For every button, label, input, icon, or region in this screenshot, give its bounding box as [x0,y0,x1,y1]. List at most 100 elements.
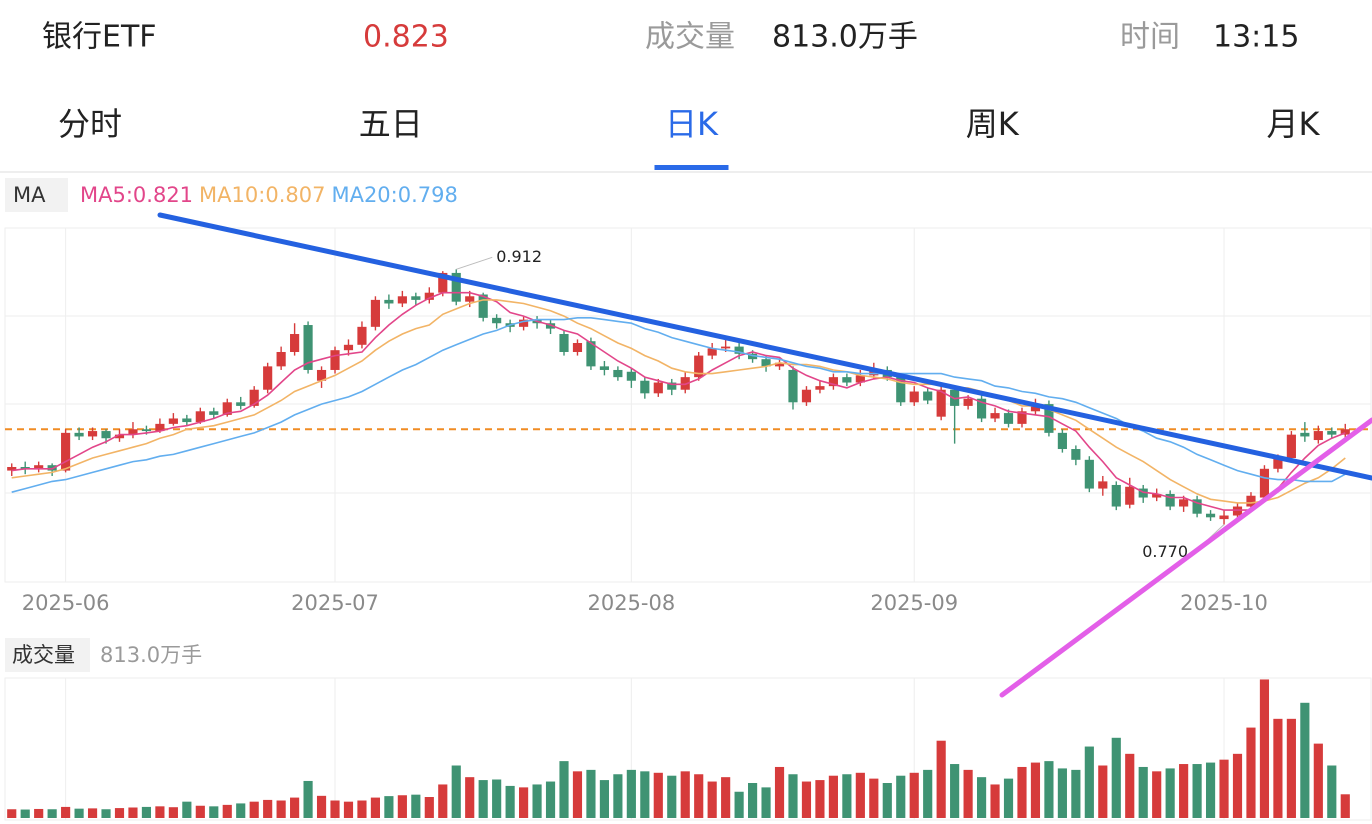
candle-body [384,299,394,304]
candle-body [1044,404,1054,433]
candle-body [559,334,569,352]
time-label: 时间 [1120,20,1180,55]
candle-body [263,366,273,390]
volume-bar [1327,765,1337,818]
candle-body [141,429,152,432]
candle-body [842,377,852,383]
volume-bar [330,800,340,818]
plot-frame [4,227,1372,583]
volume-bar [990,784,1000,818]
volume-bar [478,780,488,818]
x-tick-label: 2025-08 [587,591,675,615]
candle-body [397,296,407,304]
candle-body [61,432,71,471]
tab[interactable]: 日K [665,105,719,143]
volume-bar [182,801,192,818]
volume-bar [1044,761,1054,818]
time: 13:15 [1213,20,1299,55]
candle-body [936,389,946,417]
volume-bar [222,804,232,818]
candle-body [168,418,178,424]
candle-body [343,344,354,351]
volume-bar [141,806,152,818]
tab[interactable]: 月K [1267,105,1321,143]
candle-body [411,296,421,300]
volume-bar [694,774,704,818]
volume-bar [168,807,178,818]
x-tick-label: 2025-09 [870,591,958,615]
candle-body [1192,499,1202,514]
volume: 813.0万手 [772,20,918,55]
candle-body [896,377,906,403]
volume-bar [155,806,165,818]
volume-bar [1219,759,1229,818]
legend: MA5:0.821 MA10:0.807 MA20:0.798 [80,183,458,207]
candle-body [1259,468,1270,498]
low-label: 0.770 [1142,542,1188,561]
candle-body [357,326,367,345]
volume-bar [61,806,71,818]
candle-body [209,411,219,415]
volume-bar [1057,768,1067,818]
candle-body [1111,484,1121,507]
trend-line [157,212,1372,481]
x-tick-label: 2025-06 [22,591,110,615]
tab[interactable]: 五日 [359,105,423,143]
candle-body [694,355,704,378]
volume-bar [1098,765,1108,818]
volume-label: 成交量 [645,20,735,55]
candle-body [909,391,919,403]
volume-bar [370,797,381,818]
volume-bar [438,784,448,818]
volume-bar [936,740,946,818]
volume-bar [316,795,327,818]
volume-bar [47,809,57,818]
volume-bar [613,774,623,818]
candle-body [478,294,488,318]
candle-body [74,432,84,437]
candle-body [155,423,165,432]
candle-body [923,391,933,401]
candle-body [1327,431,1337,435]
tab[interactable]: 分时 [58,105,122,143]
volume-bar [734,791,744,818]
candle-body [1286,434,1296,459]
price: 0.823 [363,20,449,55]
candle-body [1071,449,1081,460]
legend-entry: MA20:0.798 [331,183,457,207]
candle-body [438,272,448,293]
volume-bar [7,809,17,818]
volume-bar [101,809,111,818]
candle-body [869,369,879,376]
candle-body [1313,431,1323,441]
candle-body [1152,493,1162,498]
high-label: 0.912 [496,247,542,266]
volume-bar [209,806,219,818]
candle-body [182,418,192,423]
tab[interactable]: 周K [966,105,1020,143]
candle-body [1179,499,1189,507]
volume-bar [1232,753,1243,818]
candle-body [1246,495,1256,507]
volume-bar [249,801,259,818]
candle-body [128,429,138,435]
candle-body [1219,515,1229,520]
volume-subtitle: 813.0万手 [100,643,202,667]
candle-body [815,386,825,390]
volume-bar [667,775,677,818]
candle-body [236,402,246,406]
volume-bar [1071,769,1081,818]
volume-bar [761,787,771,818]
volume-bar [1273,718,1283,818]
volume-bar [357,800,367,818]
candle-body [761,359,771,367]
candle-body [34,465,44,469]
tab-bar: 分时 五日 日K 周K 月K [58,105,1321,170]
volume-bar [519,787,529,818]
candle-body [667,382,677,390]
volume-bar [976,777,987,818]
legend-box [5,178,68,212]
candle-body [721,346,731,349]
candle-body [653,382,663,394]
